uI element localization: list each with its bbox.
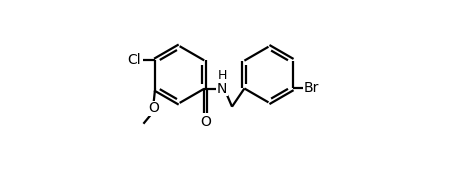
- Text: H: H: [218, 69, 227, 82]
- Text: O: O: [201, 115, 211, 129]
- Text: N: N: [217, 82, 227, 96]
- Text: O: O: [148, 101, 159, 115]
- Text: Cl: Cl: [128, 53, 141, 67]
- Text: Br: Br: [304, 81, 319, 95]
